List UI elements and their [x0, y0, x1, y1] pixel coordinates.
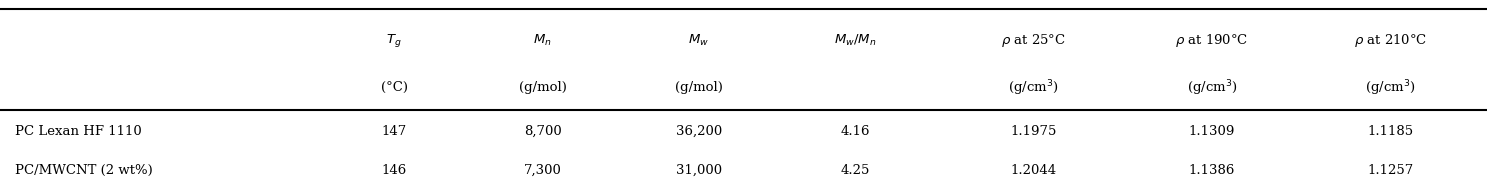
Text: 7,300: 7,300	[523, 164, 562, 177]
Text: $\rho$ at 190°C: $\rho$ at 190°C	[1175, 32, 1249, 49]
Text: $\rho$ at 210°C: $\rho$ at 210°C	[1353, 32, 1428, 49]
Text: $M_w/M_n$: $M_w/M_n$	[834, 33, 876, 48]
Text: $M_n$: $M_n$	[534, 33, 552, 48]
Text: (g/mol): (g/mol)	[675, 81, 723, 94]
Text: 31,000: 31,000	[675, 164, 723, 177]
Text: 8,700: 8,700	[523, 125, 562, 138]
Text: 1.1386: 1.1386	[1188, 164, 1236, 177]
Text: 4.25: 4.25	[840, 164, 870, 177]
Text: (g/cm$^3$): (g/cm$^3$)	[1187, 78, 1237, 98]
Text: (g/cm$^3$): (g/cm$^3$)	[1008, 78, 1059, 98]
Text: 1.1975: 1.1975	[1010, 125, 1057, 138]
Text: 1.1185: 1.1185	[1367, 125, 1414, 138]
Text: $T_g$: $T_g$	[387, 32, 401, 49]
Text: (g/mol): (g/mol)	[519, 81, 567, 94]
Text: (°C): (°C)	[381, 81, 407, 94]
Text: (g/cm$^3$): (g/cm$^3$)	[1365, 78, 1416, 98]
Text: $\rho$ at 25°C: $\rho$ at 25°C	[1001, 32, 1066, 49]
Text: 1.2044: 1.2044	[1010, 164, 1057, 177]
Text: 146: 146	[382, 164, 406, 177]
Text: PC Lexan HF 1110: PC Lexan HF 1110	[15, 125, 141, 138]
Text: 36,200: 36,200	[675, 125, 723, 138]
Text: $M_w$: $M_w$	[688, 33, 709, 48]
Text: 1.1309: 1.1309	[1188, 125, 1236, 138]
Text: 1.1257: 1.1257	[1367, 164, 1414, 177]
Text: 147: 147	[382, 125, 406, 138]
Text: 4.16: 4.16	[840, 125, 870, 138]
Text: PC/MWCNT (2 wt%): PC/MWCNT (2 wt%)	[15, 164, 153, 177]
